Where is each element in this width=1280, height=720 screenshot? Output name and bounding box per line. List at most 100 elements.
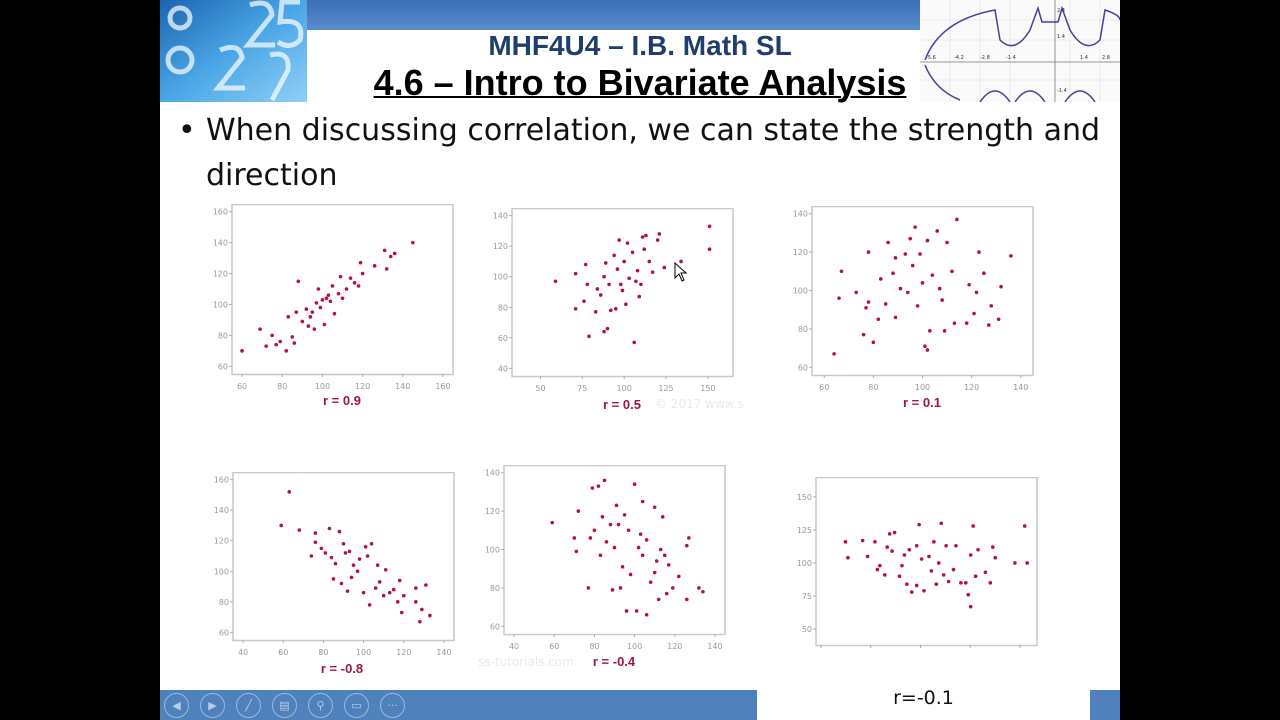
data-point [411, 240, 415, 245]
data-point [991, 545, 995, 549]
data-point [658, 547, 663, 552]
data-point [306, 324, 311, 328]
data-point [987, 323, 991, 327]
data-point [920, 281, 925, 285]
data-point [319, 546, 324, 551]
data-point [640, 499, 645, 504]
data-point [635, 268, 640, 273]
data-point [973, 574, 978, 579]
data-point [655, 238, 660, 242]
data-point [897, 574, 902, 579]
data-point [666, 563, 671, 567]
caption-text: r=-0.1 [893, 687, 954, 709]
data-point [927, 554, 931, 559]
scatter-plot-5: 60 80 100 120 140 40 60 80 100 120 140 [485, 465, 726, 651]
data-point [345, 589, 350, 593]
data-point [583, 262, 588, 267]
data-point [632, 340, 637, 345]
data-point [907, 547, 912, 552]
plot-area [511, 208, 734, 378]
data-point [343, 551, 348, 555]
pen-button[interactable]: ╱ [236, 693, 261, 718]
data-point [876, 317, 881, 322]
data-point [297, 528, 302, 532]
scatter-plot-3: 60 80 100 120 140 60 80 100 120 140 [793, 206, 1034, 392]
y-tick-label: 140 [493, 212, 508, 221]
data-point [399, 610, 404, 615]
previous-button[interactable]: ◀ [164, 693, 189, 718]
data-point [914, 543, 919, 548]
data-point [640, 235, 645, 239]
more-button[interactable]: ··· [380, 693, 405, 718]
x-tick-label: 100 [617, 384, 632, 393]
data-point [902, 553, 907, 557]
data-point [329, 555, 334, 560]
data-point [316, 287, 321, 291]
x-tick-label: 120 [964, 383, 979, 392]
data-point [310, 310, 315, 314]
data-point [592, 528, 597, 533]
data-point [314, 301, 319, 305]
x-tick-label: 50 [535, 384, 545, 393]
bullet-text: When discussing correlation, we can stat… [206, 113, 1101, 193]
data-point [598, 553, 603, 558]
data-point [328, 299, 333, 304]
data-point [626, 528, 631, 533]
scatter-plot-4: 60 80 100 120 140 160 40 60 80 100 120 140 [214, 472, 455, 657]
y-tick-label: 100 [793, 287, 808, 296]
zoom-button[interactable]: ⚲ [308, 693, 333, 718]
data-point [900, 563, 904, 568]
batman-x-tick: -2.8 [980, 55, 990, 61]
data-point [602, 329, 606, 334]
data-point [602, 274, 606, 279]
data-point [327, 526, 332, 531]
data-point [946, 579, 951, 584]
data-point [600, 515, 605, 519]
slides-grid-icon: ▤ [279, 699, 290, 712]
data-point [950, 269, 954, 274]
x-tick-label: 100 [915, 383, 930, 392]
data-point [414, 586, 418, 590]
data-point [865, 554, 870, 559]
data-point [656, 597, 661, 602]
data-point [607, 282, 611, 287]
correlation-label: r = -0.4 [592, 654, 636, 669]
data-point [387, 590, 392, 595]
y-tick-label: 160 [213, 208, 228, 217]
next-button[interactable]: ▶ [200, 693, 225, 718]
x-tick-label: 40 [238, 648, 248, 657]
data-point [369, 541, 374, 546]
data-point [308, 315, 313, 319]
data-point [627, 276, 631, 281]
y-tick-label: 100 [493, 273, 508, 282]
data-point [647, 259, 652, 264]
data-point [935, 229, 940, 233]
x-tick-label: 140 [707, 642, 722, 651]
data-point [332, 311, 337, 316]
data-point [893, 256, 898, 260]
scatter-plot-6: 50 75 100 125 150 [797, 477, 1038, 648]
data-point [915, 304, 920, 308]
y-tick-label: 100 [213, 300, 228, 309]
data-point [634, 609, 639, 613]
data-point [685, 597, 689, 602]
data-point [338, 274, 343, 279]
data-point [989, 304, 994, 308]
data-point [878, 563, 882, 568]
slides-grid-button[interactable]: ▤ [272, 693, 297, 718]
y-tick-label: 160 [214, 476, 229, 485]
data-point [955, 217, 959, 222]
data-point [945, 240, 949, 245]
x-tick-label: 80 [868, 383, 878, 392]
subtitles-button[interactable]: ▭ [344, 693, 369, 718]
data-point [622, 513, 627, 517]
data-point [348, 276, 353, 280]
x-tick-label: 150 [700, 384, 715, 393]
data-point [951, 567, 956, 572]
data-point [660, 515, 665, 519]
data-point [375, 563, 380, 567]
data-point [977, 250, 981, 254]
data-point [608, 522, 613, 527]
data-point [381, 593, 386, 598]
data-point [603, 261, 608, 265]
